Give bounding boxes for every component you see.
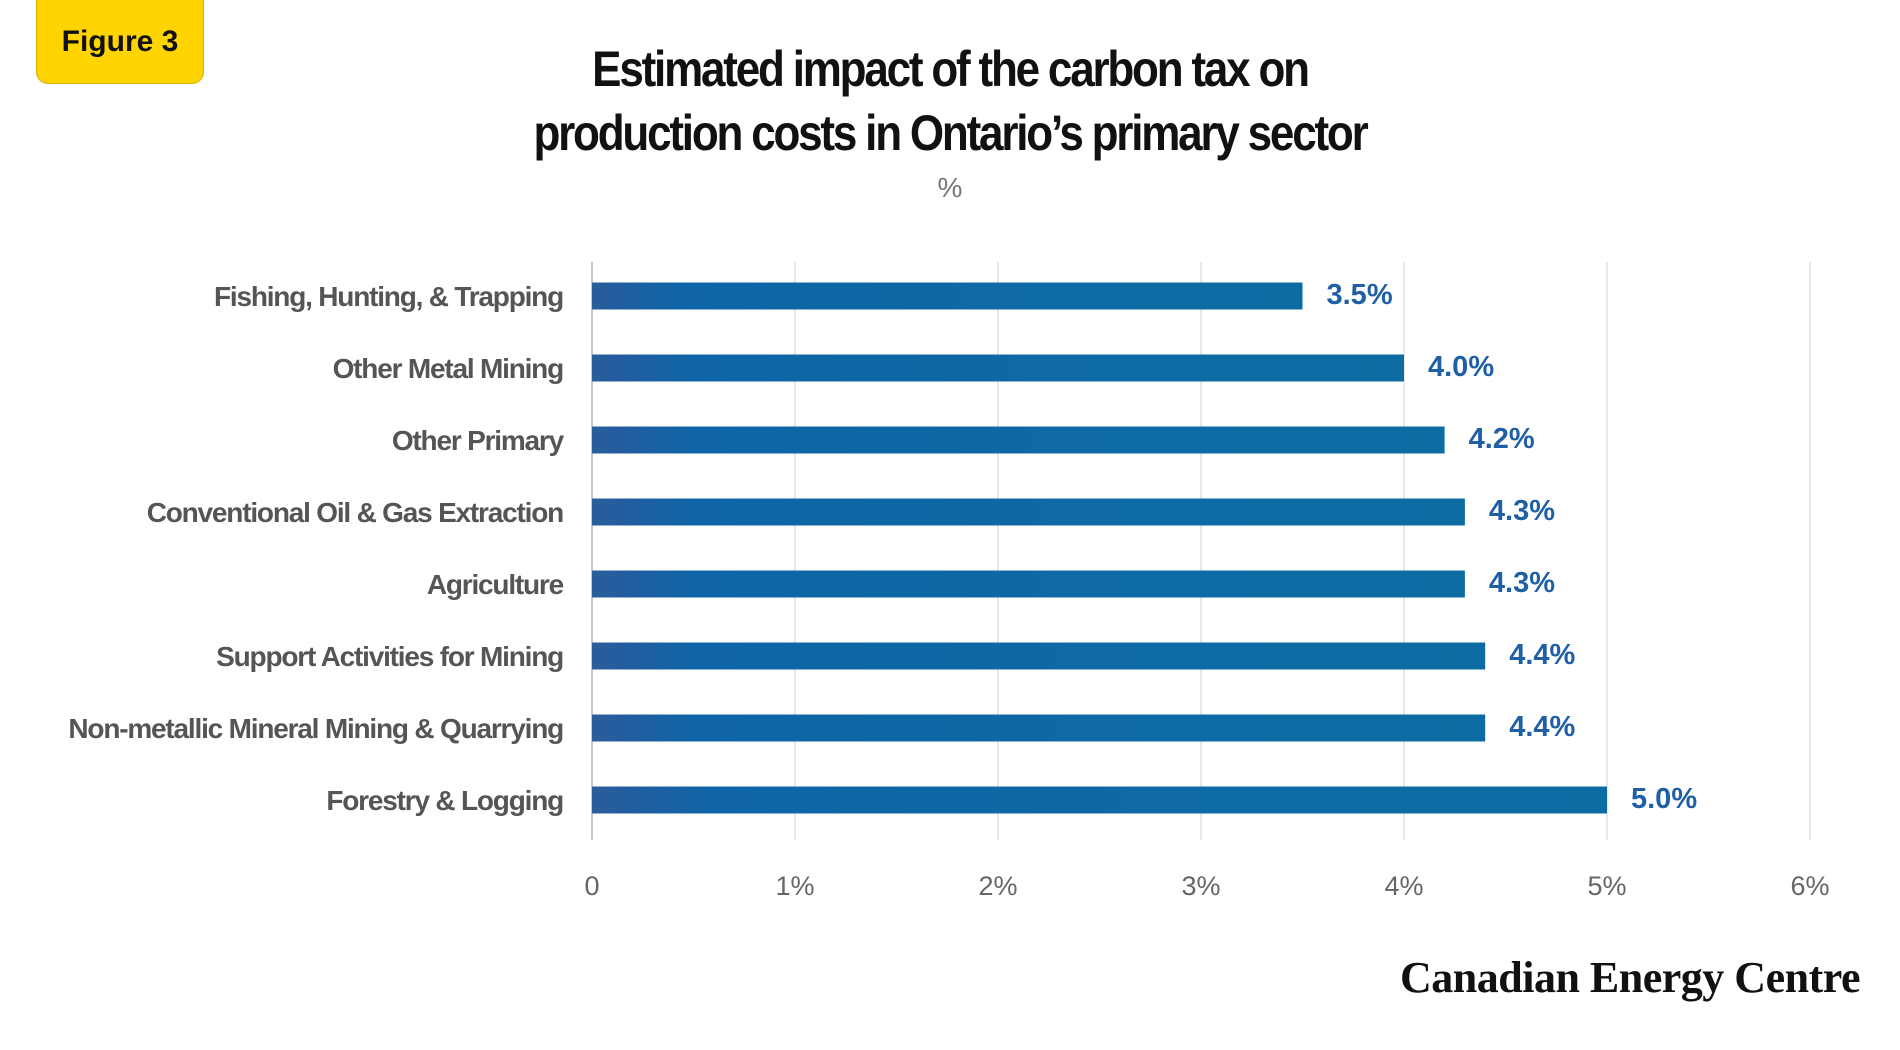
bar-5	[592, 642, 1486, 670]
x-tick-label-2: 2%	[978, 871, 1017, 901]
bars	[592, 282, 1607, 814]
category-label-3: Conventional Oil & Gas Extraction	[147, 497, 563, 528]
chart-title-line-1: Estimated impact of the carbon tax on	[592, 41, 1310, 97]
value-label-2: 4.2%	[1469, 423, 1535, 455]
category-label-6: Non-metallic Mineral Mining & Quarrying	[68, 713, 563, 744]
bar-6	[592, 714, 1486, 742]
category-label-0: Fishing, Hunting, & Trapping	[214, 281, 563, 312]
category-label-4: Agriculture	[427, 569, 564, 600]
bar-2	[592, 426, 1445, 454]
grid-lines	[591, 262, 1811, 840]
x-tick-label-1: 1%	[775, 871, 814, 901]
value-label-3: 4.3%	[1489, 495, 1555, 527]
x-tick-label-0: 0	[584, 871, 599, 901]
category-label-5: Support Activities for Mining	[216, 641, 563, 672]
chart-unit-label: %	[937, 172, 963, 203]
labels: 0 1% 2% 3% 4% 5% 6% Fishing, Hunting, & Trappin…	[68, 279, 1829, 901]
value-label-1: 4.0%	[1428, 351, 1494, 383]
value-label-4: 4.3%	[1489, 567, 1555, 599]
value-label-5: 4.4%	[1509, 639, 1575, 671]
bar-7	[592, 786, 1607, 814]
category-label-1: Other Metal Mining	[333, 353, 563, 384]
category-label-7: Forestry & Logging	[326, 785, 563, 816]
bar-0	[592, 282, 1303, 310]
x-tick-label-4: 4%	[1384, 871, 1423, 901]
x-tick-label-5: 5%	[1587, 871, 1626, 901]
x-tick-label-3: 3%	[1181, 871, 1220, 901]
value-label-7: 5.0%	[1631, 783, 1697, 815]
value-label-6: 4.4%	[1509, 711, 1575, 743]
brand-logo-text: Canadian Energy Centre	[1400, 953, 1860, 1002]
bar-4	[592, 570, 1465, 598]
value-label-0: 3.5%	[1327, 279, 1393, 311]
x-tick-label-6: 6%	[1790, 871, 1829, 901]
figure-badge: Figure 3	[36, 0, 204, 84]
bar-1	[592, 354, 1404, 382]
bar-3	[592, 498, 1465, 526]
chart-title-line-2: production costs in Ontario’s primary se…	[533, 105, 1368, 161]
category-label-2: Other Primary	[392, 425, 565, 456]
